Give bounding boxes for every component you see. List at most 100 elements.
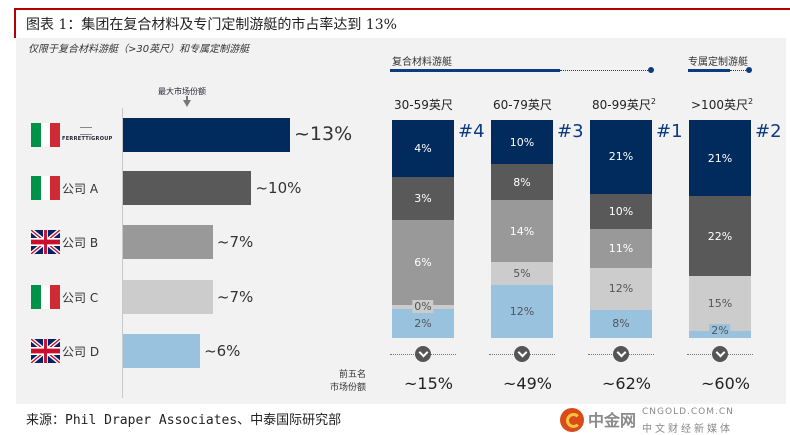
segment-label: 21%: [608, 150, 634, 164]
arrow-down-icon-head: [183, 100, 191, 107]
stacked-segment: 8%: [491, 164, 553, 201]
segment-label: 12%: [509, 304, 535, 318]
flag-stripe: [40, 176, 51, 200]
size-range-label: 80-99英尺2: [592, 96, 656, 113]
bar-value-label: ~10%: [255, 179, 302, 197]
flag-stripe: [50, 123, 61, 147]
top5-label-line2: 市场份额: [330, 383, 367, 393]
top5-total-value: ~60%: [701, 374, 750, 393]
max-share-annotation: 最大市场份额: [158, 87, 206, 96]
stacked-segment: 4%: [392, 120, 454, 178]
group-bar-composite: [390, 69, 560, 72]
italy-flag-icon: [31, 123, 61, 147]
rank-label: #4: [458, 121, 485, 142]
group-bar-custom: [688, 69, 730, 72]
stacked-segment: 12%: [590, 267, 652, 310]
segment-label: 8%: [513, 175, 531, 189]
bar-2: [123, 225, 213, 259]
chevron-down-icon: [514, 346, 530, 362]
group-label-custom: 专属定制游艇: [688, 57, 748, 68]
uk-flag-icon: [30, 336, 61, 366]
flag-stripe: [31, 176, 41, 200]
stacked-segment: 8%: [590, 309, 652, 338]
segment-label: 10%: [509, 135, 535, 149]
segment-label: 12%: [608, 282, 634, 296]
segment-label: 8%: [612, 317, 630, 331]
segment-label: 4%: [414, 142, 432, 156]
watermark-url: CNGOLD.COM.CN: [642, 407, 734, 417]
company-label: 公司 C: [62, 291, 99, 305]
size-range-label: 60-79英尺: [493, 96, 552, 113]
top5-share-label: 前五名 市场份额: [330, 369, 366, 395]
italy-flag-icon: [31, 176, 61, 200]
stacked-column: 21% 10% 11% 12% 8%: [590, 120, 652, 338]
top5-total-value: ~49%: [503, 374, 552, 393]
segment-label: 0%: [412, 300, 434, 314]
watermark-brand: 中金网: [588, 411, 637, 430]
bar-value-label: ~13%: [294, 123, 353, 145]
stacked-segment: 15%: [689, 276, 751, 331]
stacked-segment: 3%: [392, 177, 454, 220]
watermark: 中金网 CNGOLD.COM.CN 中文财经新媒体: [560, 405, 788, 435]
title-frame: [14, 8, 790, 38]
stacked-segment: 10%: [590, 193, 652, 229]
group-dotline-custom: [730, 70, 748, 71]
group-dotline-composite: [560, 70, 650, 71]
stacked-segment: 2%: [392, 309, 454, 338]
stacked-column: 21% 22% 15% 2%: [689, 120, 751, 338]
size-range-text: 60-79英尺: [493, 98, 552, 112]
bar-axis-line: [122, 108, 123, 398]
chart-title: 图表 1：集团在复合材料及专门定制游艇的市占率达到 13%: [26, 17, 397, 33]
chevron-down-icon: [613, 346, 629, 362]
bar-value-label: ~7%: [216, 233, 254, 251]
flag-stripe: [40, 123, 51, 147]
flag-stripe: [31, 285, 41, 309]
arrow-down-icon: [186, 96, 188, 102]
stacked-segment: 21%: [590, 120, 652, 194]
size-range-text: 30-59英尺: [394, 98, 453, 112]
bar-0: [123, 118, 290, 152]
footnote-marker: 2: [747, 97, 754, 106]
flag-stripe: [40, 285, 51, 309]
segment-label: 6%: [414, 256, 432, 270]
segment-label: 3%: [414, 191, 432, 205]
flag-stripe: [31, 123, 41, 147]
group-dot-composite: [648, 67, 654, 73]
segment-label: 11%: [608, 241, 634, 255]
bar-value-label: ~6%: [204, 342, 241, 360]
stacked-segment: 11%: [590, 229, 652, 268]
chevron-down-icon: [712, 346, 728, 362]
size-range-text: >100英尺: [691, 98, 748, 112]
flag-stripe: [50, 285, 61, 309]
stacked-segment: 22%: [689, 196, 751, 277]
segment-label: 10%: [608, 204, 634, 218]
footnote-marker: 2: [650, 97, 656, 106]
ferretti-logo-text: FERRETTIGROUP: [62, 136, 113, 142]
segment-label: 22%: [707, 229, 733, 243]
segment-label: 5%: [513, 266, 531, 280]
segment-label: 15%: [707, 296, 733, 310]
stacked-segment: 5%: [491, 262, 553, 285]
watermark-tagline: 中文财经新媒体: [642, 424, 733, 435]
top5-total-value: ~62%: [602, 374, 651, 393]
stacked-column: 4% 3% 6% 2% 0%: [392, 120, 454, 338]
company-label: 公司 A: [62, 182, 99, 196]
bar-4: [123, 334, 201, 368]
size-range-label: >100英尺2: [691, 96, 753, 113]
ferretti-group-logo: FERRETTIGROUP: [62, 127, 118, 147]
rank-label: #2: [755, 121, 782, 142]
stacked-column: 10% 8% 14% 5% 12%: [491, 120, 553, 338]
group-label-composite: 复合材料游艇: [392, 57, 452, 68]
stacked-segment: 21%: [689, 120, 751, 197]
company-label: 公司 D: [62, 345, 100, 359]
chevron-down-icon: [415, 346, 431, 362]
rank-label: #1: [656, 121, 683, 142]
size-range-text: 80-99英尺: [592, 98, 651, 112]
flag-stripe: [50, 176, 61, 200]
cngold-logo-icon: [560, 408, 584, 432]
stacked-segment: 14%: [491, 200, 553, 263]
source-note: 来源：Phil Draper Associates、中泰国际研究部: [26, 413, 342, 428]
italy-flag-icon: [31, 285, 61, 309]
bar-1: [123, 171, 252, 205]
segment-label: 2%: [709, 324, 731, 337]
